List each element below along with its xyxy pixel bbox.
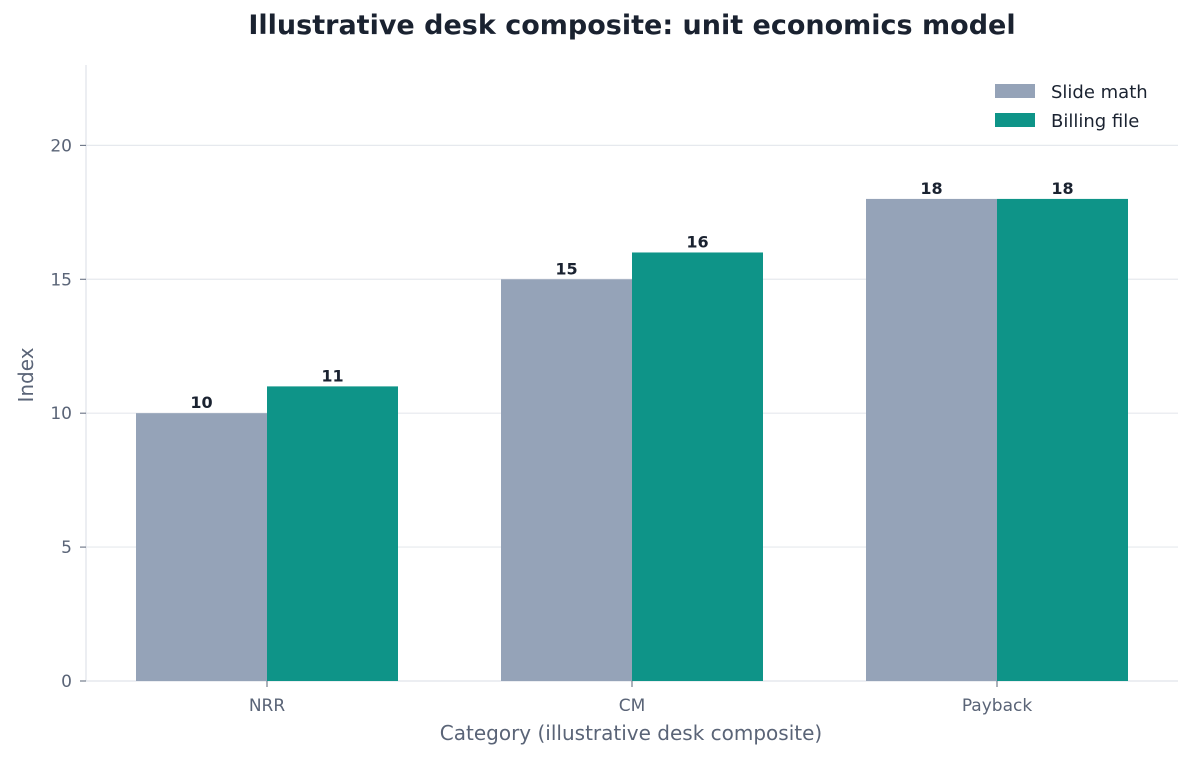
legend-swatch	[995, 84, 1035, 98]
x-tick-label: Payback	[962, 696, 1033, 716]
data-label: 18	[1051, 179, 1073, 198]
bar-slide-math-payback	[866, 198, 997, 682]
bar-billing-file-nrr	[267, 386, 398, 681]
data-label: 16	[686, 232, 708, 251]
legend-label: Slide math	[1051, 82, 1148, 103]
x-axis-label: Category (illustrative desk composite)	[440, 721, 822, 745]
x-tick-label: CM	[619, 696, 646, 716]
bar-billing-file-payback	[997, 198, 1128, 682]
bars	[136, 198, 1128, 682]
data-labels: 10 11 15 16 18 18	[190, 179, 1073, 412]
data-label: 15	[555, 259, 577, 278]
tick-labels: 0 5 10 15 20 NRR CM Payback	[50, 136, 1032, 716]
data-label: 10	[190, 393, 212, 412]
y-tick-label: 5	[61, 538, 72, 558]
legend: Slide math Billing file	[995, 82, 1148, 132]
bar-slide-math-cm	[501, 279, 632, 681]
y-axis-label: Index	[14, 347, 38, 402]
bar-billing-file-cm	[632, 252, 763, 681]
x-tick-label: NRR	[249, 696, 286, 716]
chart-title: Illustrative desk composite: unit econom…	[248, 10, 1016, 41]
legend-label: Billing file	[1051, 111, 1139, 132]
data-label: 18	[920, 179, 942, 198]
legend-swatch	[995, 113, 1035, 127]
y-tick-label: 15	[50, 270, 72, 290]
y-tick-label: 20	[50, 136, 72, 156]
y-tick-label: 10	[50, 404, 72, 424]
data-label: 11	[321, 366, 343, 385]
bar-slide-math-nrr	[136, 413, 267, 681]
y-tick-label: 0	[61, 672, 72, 692]
